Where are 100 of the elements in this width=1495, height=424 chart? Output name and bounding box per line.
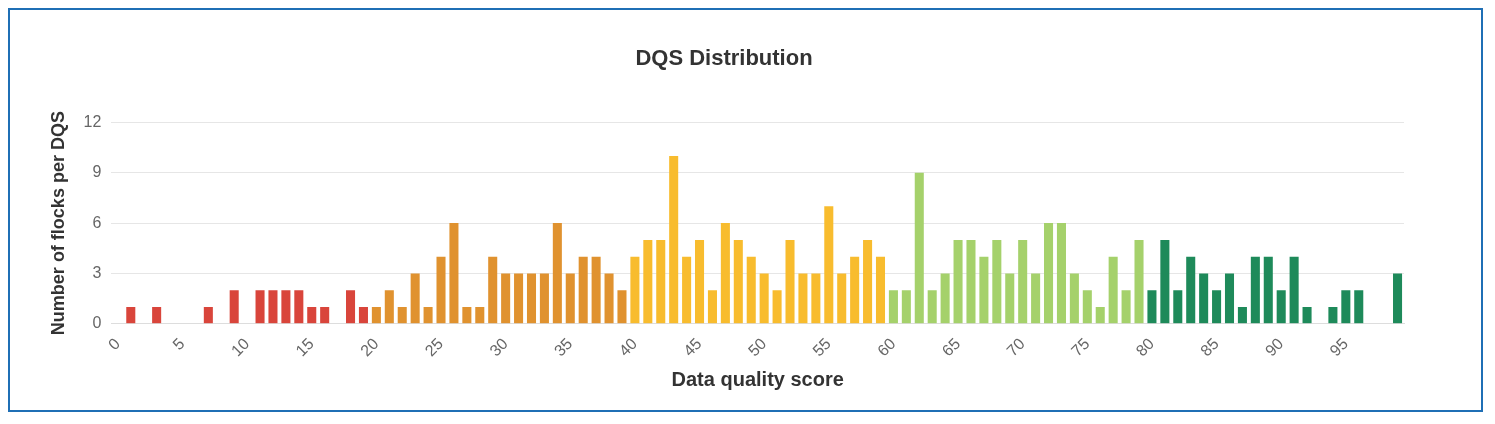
bar: [462, 307, 472, 324]
bar: [837, 273, 847, 324]
x-tick-label: 30: [486, 334, 511, 360]
bar: [320, 307, 330, 324]
bar: [1302, 307, 1312, 324]
bar: [720, 223, 730, 324]
bar: [979, 256, 989, 324]
bar: [1393, 273, 1403, 324]
bar: [371, 307, 381, 324]
x-tick-label: 25: [421, 334, 447, 360]
bar: [901, 290, 911, 324]
bar: [1186, 256, 1196, 324]
bar: [281, 290, 291, 324]
bar: [772, 290, 782, 324]
x-tick-label: 40: [615, 334, 641, 360]
bar: [1328, 307, 1338, 324]
x-tick-label: 60: [874, 334, 899, 360]
x-axis-title: Data quality score: [671, 367, 844, 390]
bar: [1354, 290, 1364, 324]
bar: [759, 273, 769, 324]
x-tick-label: 35: [550, 334, 576, 360]
y-axis-title: Number of flocks per DQS: [47, 111, 68, 336]
bar: [565, 273, 575, 324]
bar: [1095, 307, 1105, 324]
bar: [1082, 290, 1092, 324]
bar: [1250, 256, 1260, 324]
x-tick-label: 15: [292, 334, 318, 360]
bar: [526, 273, 537, 324]
x-tick-label: 80: [1132, 334, 1158, 360]
bar: [1018, 239, 1028, 324]
bar: [1173, 290, 1183, 324]
bar: [695, 239, 705, 324]
bar: [604, 273, 614, 324]
x-tick-label: 45: [680, 334, 705, 360]
x-tick-label: 55: [809, 334, 835, 360]
bar: [346, 290, 356, 324]
bar: [358, 307, 368, 324]
bar: [888, 290, 898, 324]
bar: [397, 307, 407, 324]
bar: [501, 273, 511, 324]
bar: [785, 239, 795, 324]
bar: [1212, 290, 1222, 324]
bar: [1005, 273, 1015, 324]
bar: [1108, 256, 1118, 324]
bar: [656, 239, 666, 324]
bar: [514, 273, 524, 324]
bar: [875, 256, 886, 324]
bar: [824, 206, 834, 324]
bar: [1224, 273, 1235, 324]
bar: [617, 290, 627, 324]
bar: [578, 256, 588, 324]
y-tick-label: 12: [83, 112, 102, 130]
x-tick-label: 20: [357, 334, 382, 360]
bar: [268, 290, 278, 324]
chart-title: DQS Distribution: [635, 45, 813, 71]
bar: [255, 290, 265, 324]
x-tick-label: 70: [1003, 334, 1028, 360]
bar: [850, 256, 860, 324]
bar: [152, 307, 162, 324]
bar: [229, 290, 239, 324]
y-tick-label: 0: [92, 314, 102, 332]
bar: [1199, 273, 1209, 324]
bar: [436, 256, 446, 324]
bar: [126, 307, 136, 324]
y-tick-label: 6: [92, 213, 102, 231]
bar: [1160, 239, 1170, 324]
x-tick-label: 10: [227, 334, 253, 360]
bar: [992, 239, 1002, 324]
bar: [488, 256, 498, 324]
x-tick-label: 85: [1197, 334, 1222, 360]
bar: [811, 273, 821, 324]
bar: [539, 273, 549, 324]
bar: [552, 223, 562, 324]
bar: [1341, 290, 1351, 324]
bar: [203, 307, 213, 324]
bar: [1031, 273, 1041, 324]
y-tick-label: 9: [92, 163, 102, 181]
bar: [1134, 239, 1144, 324]
bar: [1237, 307, 1247, 324]
x-tick-label: 90: [1261, 334, 1287, 360]
bar: [914, 172, 924, 324]
bar: [307, 307, 317, 324]
bar: [384, 290, 394, 324]
bar: [1289, 256, 1299, 324]
bar: [746, 256, 756, 324]
bar: [449, 223, 459, 324]
bar: [630, 256, 640, 324]
bar: [798, 273, 808, 324]
bar: [1069, 273, 1079, 324]
bar: [682, 256, 692, 324]
bar: [1147, 290, 1157, 324]
bar: [863, 239, 873, 324]
bar: [423, 307, 433, 324]
bar: [966, 239, 976, 324]
bar: [294, 290, 304, 324]
bar: [410, 273, 420, 324]
bar: [669, 155, 679, 324]
bar: [643, 239, 653, 324]
bar: [1044, 223, 1054, 324]
bar: [1056, 223, 1066, 324]
